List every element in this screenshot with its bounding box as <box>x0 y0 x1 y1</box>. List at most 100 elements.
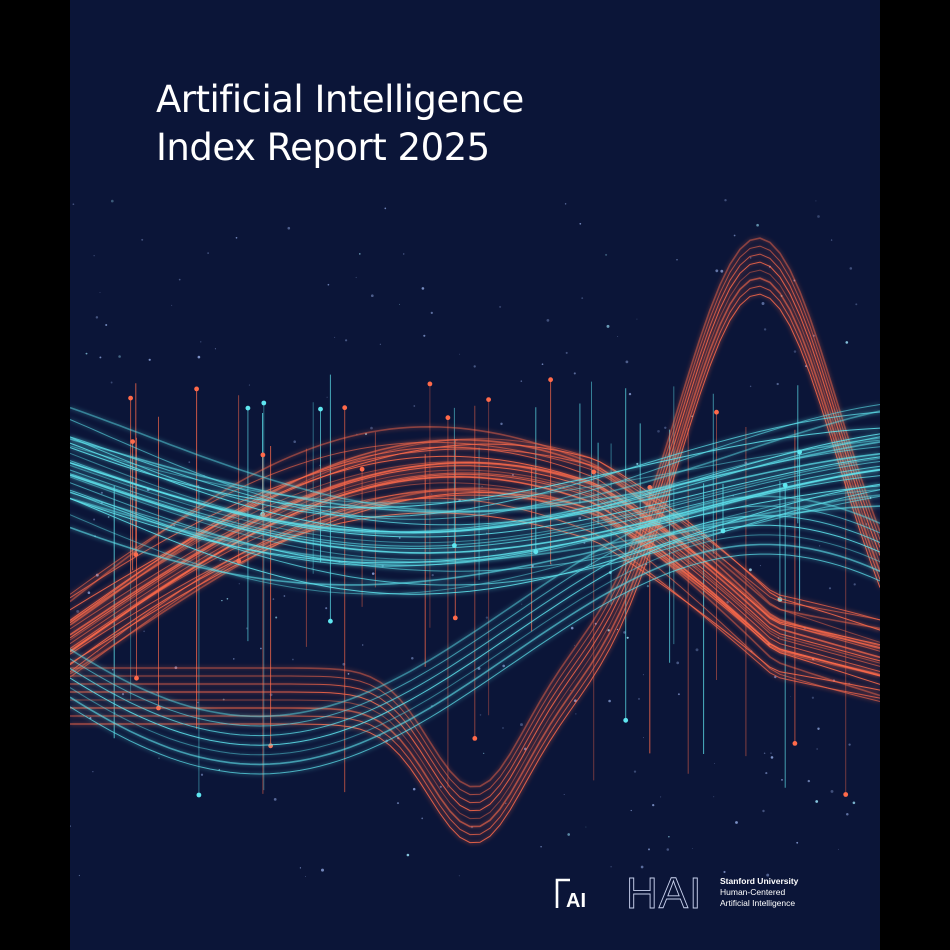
star <box>92 771 94 773</box>
wave-line <box>70 472 880 667</box>
star <box>233 658 235 660</box>
star <box>781 779 783 781</box>
star <box>143 630 145 633</box>
star <box>733 234 736 237</box>
spike-dot <box>196 792 202 798</box>
star <box>676 259 678 261</box>
star <box>570 626 574 630</box>
star <box>541 363 544 366</box>
star <box>421 287 425 290</box>
spike-dot <box>445 415 451 421</box>
spike-dot <box>647 485 653 490</box>
star <box>594 474 597 477</box>
star <box>770 752 772 754</box>
wave-line <box>70 237 880 788</box>
spike-dot <box>548 377 553 383</box>
wave-line <box>70 485 880 564</box>
star <box>776 382 779 386</box>
wave-line <box>70 553 880 775</box>
star <box>421 817 424 820</box>
star <box>652 803 655 807</box>
star <box>200 341 202 343</box>
star <box>565 351 568 354</box>
report-cover: Artificial Intelligence Index Report 202… <box>70 0 880 950</box>
spike-dot <box>843 792 849 797</box>
star <box>178 278 181 281</box>
ai-index-logo: AI <box>555 878 586 912</box>
spike-dot <box>134 675 139 681</box>
star <box>481 485 483 488</box>
star <box>567 833 571 836</box>
spike-dot <box>359 466 365 472</box>
star <box>87 591 91 594</box>
star <box>226 597 229 600</box>
star <box>173 524 176 527</box>
star <box>272 598 275 600</box>
star <box>610 866 612 868</box>
star <box>715 269 719 273</box>
star <box>570 690 572 692</box>
star <box>107 516 110 518</box>
star <box>473 365 476 368</box>
star <box>430 311 433 315</box>
star <box>76 609 80 613</box>
star <box>283 595 286 597</box>
wave-line <box>70 465 880 662</box>
star <box>749 385 752 388</box>
star <box>616 628 618 630</box>
star <box>121 692 125 696</box>
star <box>379 343 381 345</box>
star <box>819 545 821 547</box>
star <box>105 323 108 327</box>
star <box>384 207 387 210</box>
star <box>846 812 849 816</box>
star <box>749 257 752 259</box>
spike-dot <box>714 409 719 415</box>
star <box>660 796 662 798</box>
star <box>327 283 330 286</box>
report-title: Artificial Intelligence Index Report 202… <box>156 76 524 172</box>
star <box>578 516 582 520</box>
star <box>849 267 853 270</box>
star <box>607 629 610 632</box>
star <box>100 491 103 494</box>
hai-line-2: Human-Centered <box>720 887 786 897</box>
star <box>362 644 364 646</box>
star <box>830 239 833 241</box>
star <box>637 697 641 700</box>
star <box>110 199 114 203</box>
wave-line <box>70 285 880 836</box>
star <box>412 787 416 791</box>
star <box>714 763 715 765</box>
star <box>299 867 302 869</box>
wave-line <box>70 495 880 718</box>
star <box>502 664 506 668</box>
star <box>439 785 442 788</box>
star <box>845 341 849 344</box>
wave-line <box>70 505 880 586</box>
star <box>431 573 434 577</box>
star <box>793 350 797 353</box>
star <box>828 587 832 590</box>
spike-dot <box>452 615 458 621</box>
wave-line <box>70 439 880 504</box>
star <box>158 757 160 759</box>
star <box>617 336 619 338</box>
wave-line <box>70 488 880 702</box>
star <box>396 802 400 805</box>
wave-line <box>70 293 880 844</box>
orange-wave-lines <box>70 237 880 844</box>
wave-line <box>70 489 880 595</box>
star <box>304 876 306 877</box>
star <box>321 868 324 872</box>
star <box>511 473 514 476</box>
star <box>93 518 96 521</box>
wave-line <box>70 483 880 595</box>
star <box>197 355 201 359</box>
wave-line <box>70 456 880 538</box>
star <box>78 874 81 877</box>
star <box>636 462 639 465</box>
star <box>815 200 817 202</box>
spike-dot <box>782 482 788 488</box>
star <box>848 743 851 746</box>
